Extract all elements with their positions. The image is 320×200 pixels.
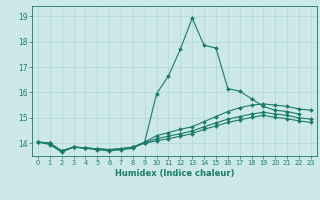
X-axis label: Humidex (Indice chaleur): Humidex (Indice chaleur) bbox=[115, 169, 234, 178]
